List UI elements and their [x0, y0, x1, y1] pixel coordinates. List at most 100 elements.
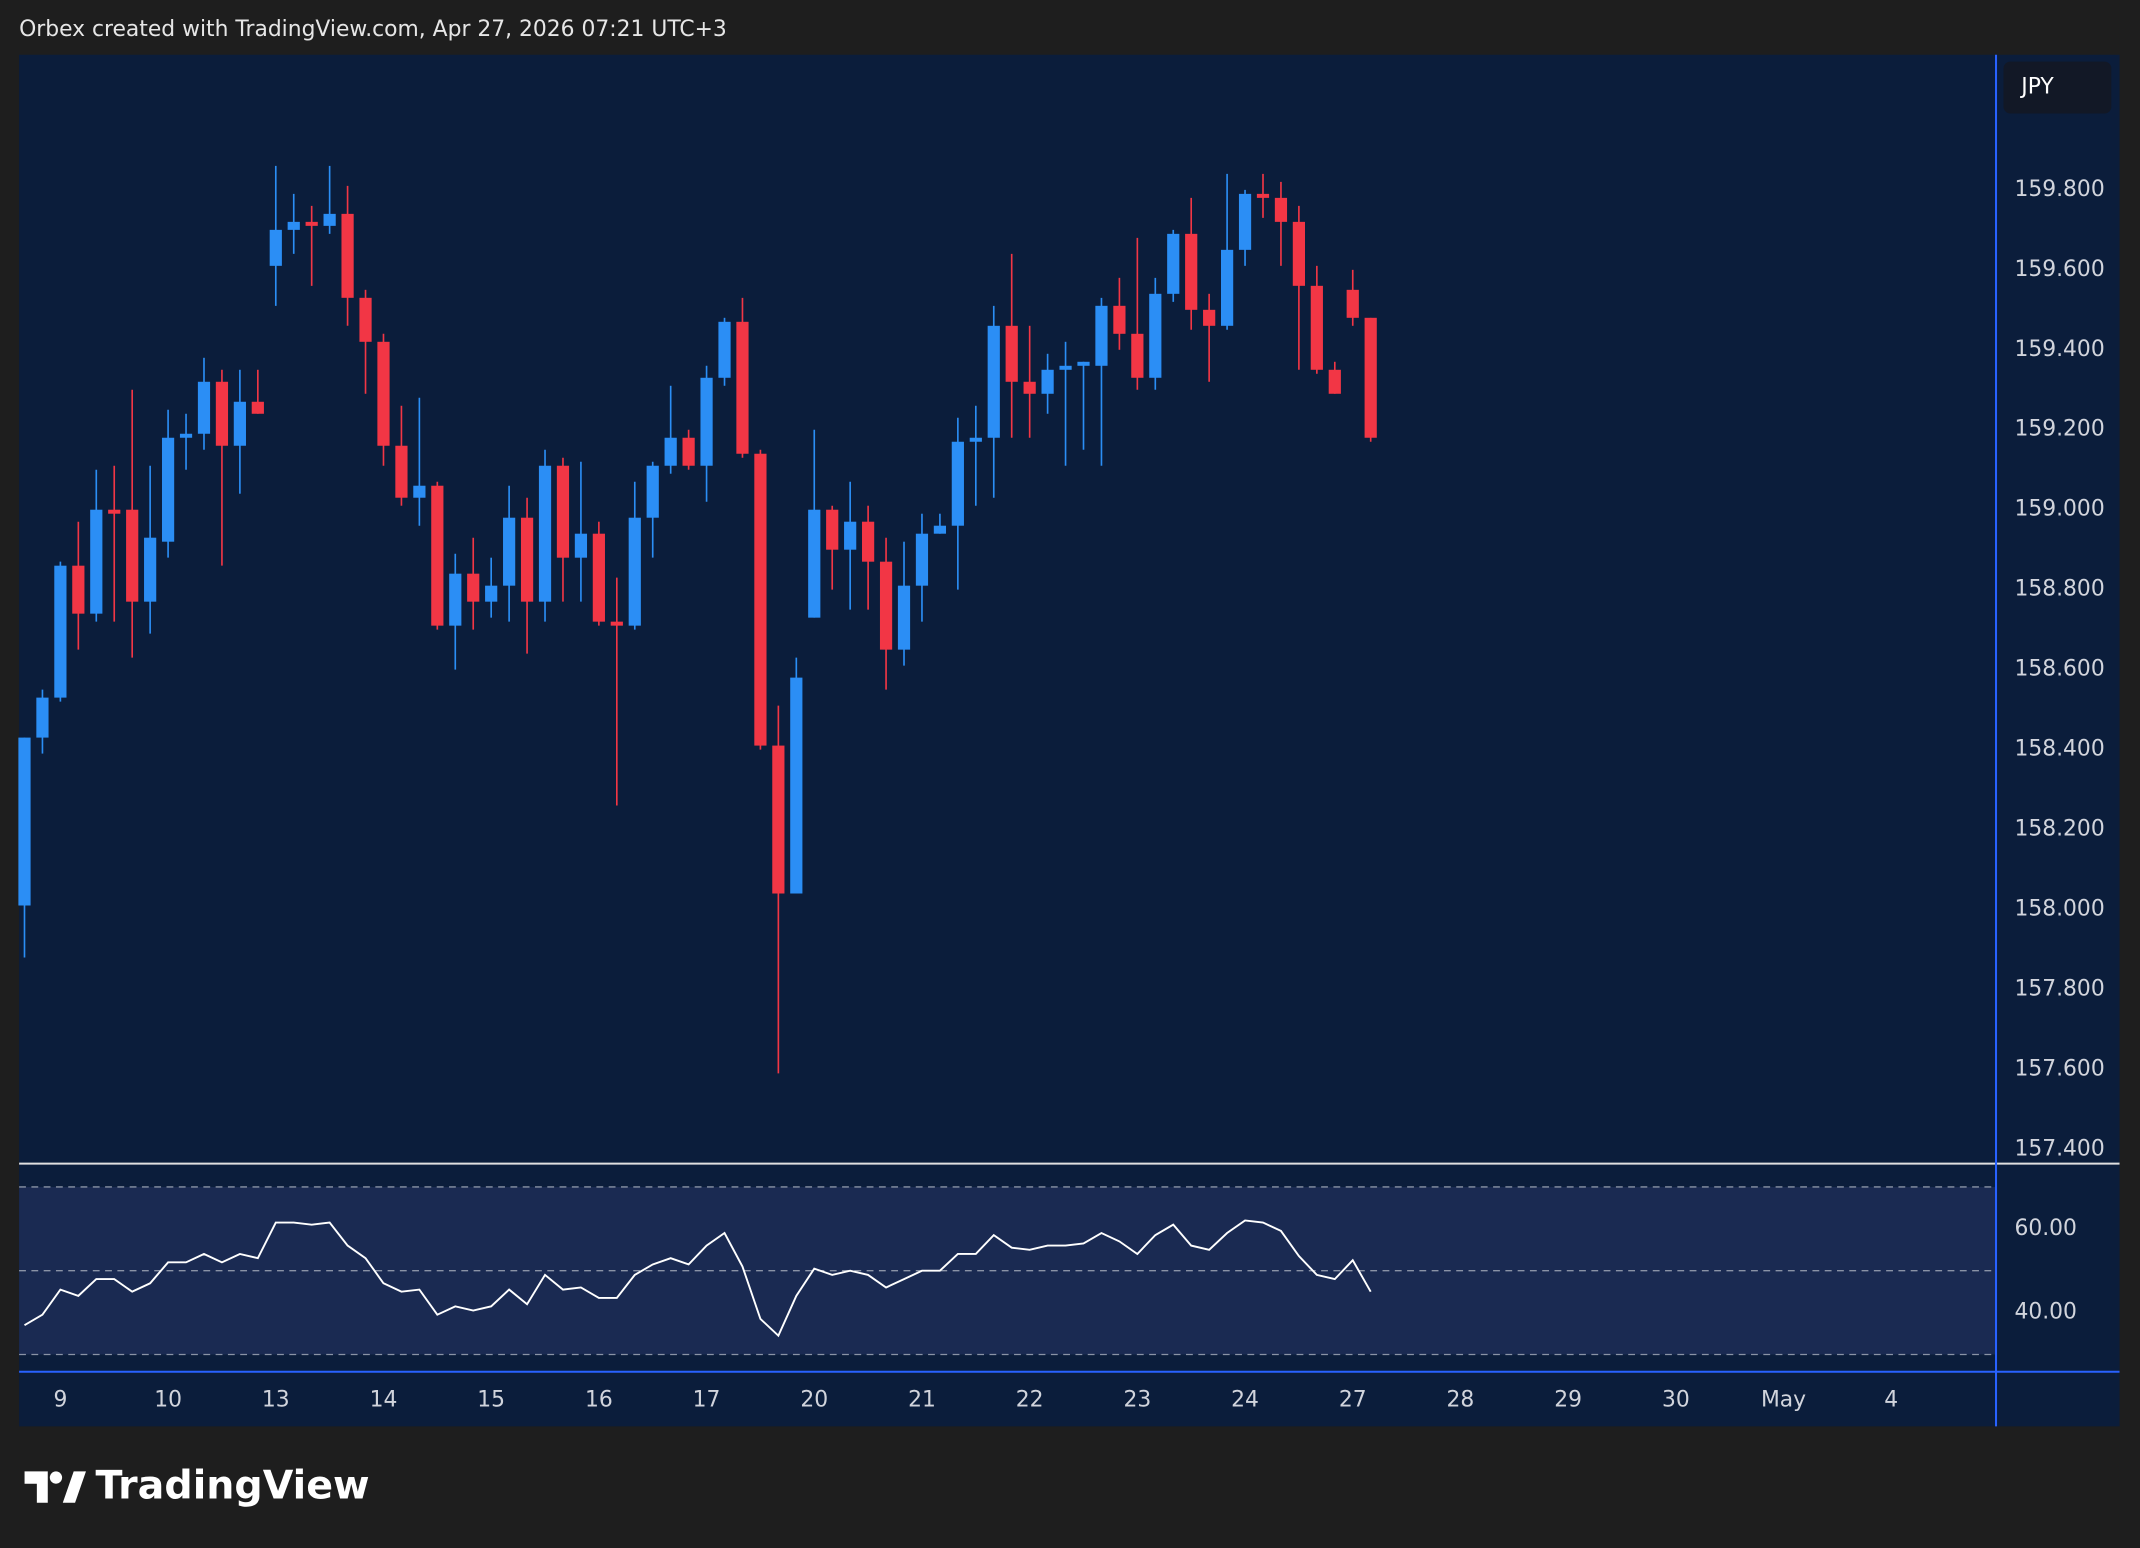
candle-body: [251, 401, 264, 414]
candle-body: [915, 533, 929, 586]
x-tick-label: 10: [154, 1387, 182, 1412]
candle-body: [897, 585, 911, 650]
symbol-label: JPY: [2019, 75, 2054, 100]
candle-body: [682, 437, 695, 466]
logo-mark: [24, 1471, 48, 1503]
candle-body: [592, 533, 605, 622]
y-tick-label: 157.600: [2014, 1056, 2104, 1081]
candle-body: [1023, 381, 1036, 394]
x-tick-label: 13: [262, 1387, 290, 1412]
candle-body: [933, 525, 947, 534]
x-tick-label: 24: [1231, 1387, 1259, 1412]
candle-body: [862, 521, 875, 562]
x-tick-label: May: [1761, 1387, 1806, 1412]
price-pane: 157.400 157.600 157.800 158.000 158.200 158.4…: [18, 165, 2105, 1161]
candle-body: [1292, 221, 1305, 286]
candle-body: [54, 565, 67, 698]
candle-body: [610, 621, 623, 626]
candle-body: [1131, 333, 1144, 378]
candle-body: [215, 381, 229, 446]
y-tick-label: 157.800: [2014, 976, 2104, 1001]
candle-body: [700, 377, 713, 466]
candle-body: [1059, 365, 1072, 370]
candle-body: [431, 485, 444, 626]
y-tick-label: 40.00: [2014, 1300, 2077, 1325]
y-tick-label: 60.00: [2014, 1216, 2077, 1241]
candle-body: [754, 453, 767, 746]
y-tick-label: 158.000: [2014, 897, 2104, 922]
candle-body: [126, 509, 139, 602]
x-tick-label: 27: [1339, 1387, 1367, 1412]
candle-body: [520, 517, 534, 602]
candle-body: [377, 341, 390, 446]
x-tick-label: 23: [1123, 1387, 1151, 1412]
candle-body: [467, 573, 480, 602]
time-axis: 9 10 13 14 15 16 17 20 21 22 23 24 27 28 29 30 May 4: [53, 1387, 1898, 1412]
candle-body: [1364, 317, 1377, 438]
candle-body: [1095, 305, 1108, 366]
candle-body: [664, 437, 677, 466]
candle-body: [718, 321, 731, 378]
symbol-box[interactable]: [2003, 61, 2112, 114]
candle-body: [305, 221, 318, 226]
x-tick-label: 4: [1884, 1387, 1898, 1412]
x-tick-label: 28: [1447, 1387, 1475, 1412]
candle-body: [503, 517, 516, 586]
candle-body: [628, 517, 641, 626]
candle-body: [18, 737, 31, 906]
candle-body: [879, 561, 893, 650]
candle-body: [556, 465, 570, 558]
candle-body: [341, 213, 354, 298]
candle-body: [1203, 309, 1216, 326]
candle-body: [1274, 197, 1288, 222]
y-tick-label: 158.600: [2014, 657, 2104, 682]
rsi-line: [24, 1219, 1372, 1338]
x-tick-label: 22: [1016, 1387, 1044, 1412]
candle-body: [161, 437, 175, 542]
x-tick-label: 29: [1554, 1387, 1582, 1412]
header-text: Orbex created with TradingView.com, Apr …: [19, 17, 727, 42]
candle-body: [72, 565, 85, 614]
x-tick-label: 16: [585, 1387, 613, 1412]
candle-body: [844, 521, 857, 550]
candle-body: [826, 509, 839, 550]
candle-body: [1077, 361, 1090, 366]
candle-body: [951, 441, 964, 526]
logo-dot: [49, 1471, 63, 1484]
candle-body: [287, 221, 300, 230]
candle-body: [36, 697, 49, 738]
candle-body: [233, 401, 246, 446]
y-tick-label: 159.400: [2014, 337, 2104, 362]
candle-body: [197, 381, 211, 434]
x-tick-label: 14: [370, 1387, 398, 1412]
candle-body: [1220, 249, 1234, 326]
y-tick-label: 159.600: [2014, 257, 2104, 282]
y-tick-label: 157.400: [2014, 1136, 2104, 1161]
x-tick-label: 15: [477, 1387, 505, 1412]
candle-body: [269, 229, 282, 266]
x-tick-label: 30: [1662, 1387, 1690, 1412]
candle-body: [969, 437, 982, 442]
candle-body: [1149, 293, 1162, 378]
x-tick-label: 20: [800, 1387, 828, 1412]
candle-body: [90, 509, 103, 614]
candle-body: [1041, 369, 1054, 394]
tradingview-logo: TradingView: [24, 1462, 370, 1508]
candle-body: [646, 465, 659, 518]
candle-body: [449, 573, 462, 626]
candle-body: [413, 485, 426, 498]
logo-slash: [62, 1471, 86, 1503]
candle-body: [1328, 369, 1341, 394]
rsi-pane: 40.00 60.00: [19, 1186, 2077, 1356]
candle-body: [1346, 289, 1359, 318]
candle-body: [1310, 285, 1323, 370]
candle-body: [790, 677, 803, 894]
y-tick-label: 159.200: [2014, 417, 2104, 442]
candle-body: [574, 533, 588, 558]
candle-body: [538, 465, 552, 602]
candle-body: [179, 433, 193, 438]
candle-body: [1005, 325, 1018, 382]
brand-name: TradingView: [96, 1462, 370, 1508]
y-tick-label: 159.000: [2014, 497, 2104, 522]
candle-body: [987, 325, 1000, 438]
